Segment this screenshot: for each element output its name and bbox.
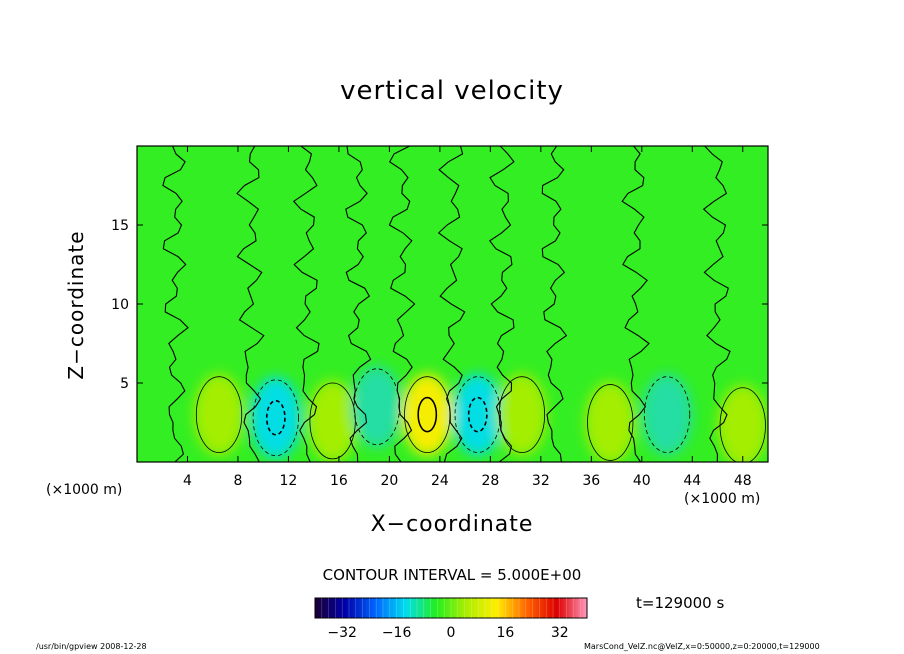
x-axis-label: X−coordinate [370,512,534,537]
y-tick-label-15: 15 [111,218,129,234]
contour-inner-5 [467,396,488,433]
field-cell-downdraft-1 [250,376,302,459]
field-cell-updraft-6 [496,373,548,456]
zero-contour-4 [388,146,416,462]
contour-interval-label: CONTOUR INTERVAL = 5.000E+00 [322,566,582,584]
colorbar: −32 −16 0 16 32 [314,597,588,641]
plot-area [137,146,768,462]
contour-outer-5 [454,376,501,453]
x-tick-label-4: 4 [183,473,192,489]
x-tick-label-8: 8 [233,473,242,489]
footer-program-date: /usr/bin/gpview 2008-12-28 [36,642,147,651]
colorbar-gradient [314,597,588,619]
time-label: t=129000 s [636,594,725,612]
contour-inner-1 [265,399,286,436]
zero-contour-5 [437,146,466,462]
zero-contour-9 [702,146,731,462]
contour-outer-0 [195,376,243,453]
x-unit-label-left: (×1000 m) [46,482,123,498]
contour-outer-3 [353,368,400,446]
x-tick-label-44: 44 [683,473,701,489]
zero-contour-1 [236,146,265,462]
zero-contour-3 [345,146,372,462]
x-tick-label-16: 16 [330,473,348,489]
field-cell-downdraft-8 [641,373,693,456]
x-tick-label-20: 20 [380,473,398,489]
colorbar-tick-label: 0 [447,625,456,641]
colorbar-tick-label: 32 [551,625,569,641]
zero-contour-7 [541,146,568,462]
field-cell-updraft-2 [307,379,358,462]
contour-outer-2 [309,382,356,460]
x-tick-label-48: 48 [734,473,752,489]
x-tick-label-36: 36 [582,473,600,489]
x-unit-label-right: (×1000 m) [684,491,761,507]
field-cell-downdraft-3 [351,365,403,448]
colorbar-tick-label: −16 [382,625,412,641]
contour-outer-1 [252,379,299,457]
contour-inner-4 [417,396,438,433]
field-cell-downdraft-5 [452,373,503,456]
field-cell-updraft-7 [585,381,636,462]
y-axis-ticks: 5 10 15 [111,218,768,392]
y-tick-label-5: 5 [120,376,129,392]
zero-contour-2 [292,146,320,462]
zero-contour-8 [621,146,650,462]
x-tick-label-24: 24 [431,473,449,489]
contour-outer-8 [643,376,691,453]
x-tick-label-28: 28 [481,473,499,489]
field-cell-updraft-0 [193,373,245,456]
y-tick-label-10: 10 [111,297,129,313]
field-cell-updraft-9 [717,384,768,462]
colorbar-tick-label: −32 [327,625,357,641]
x-tick-label-32: 32 [532,473,550,489]
zero-contour-6 [489,146,515,462]
x-tick-label-40: 40 [633,473,651,489]
x-axis-ticks: 4 8 12 16 20 24 28 32 36 40 44 48 [183,146,752,489]
footer-data-source: MarsCond_VelZ.nc@VelZ,x=0:50000,z=0:2000… [584,642,820,651]
field-cell-updraft-4 [402,373,453,456]
colorbar-tick-label: 16 [496,625,514,641]
chart-title: vertical velocity [340,76,564,106]
zero-contour-0 [162,146,189,462]
contour-outer-7 [587,384,634,461]
x-tick-label-12: 12 [280,473,298,489]
